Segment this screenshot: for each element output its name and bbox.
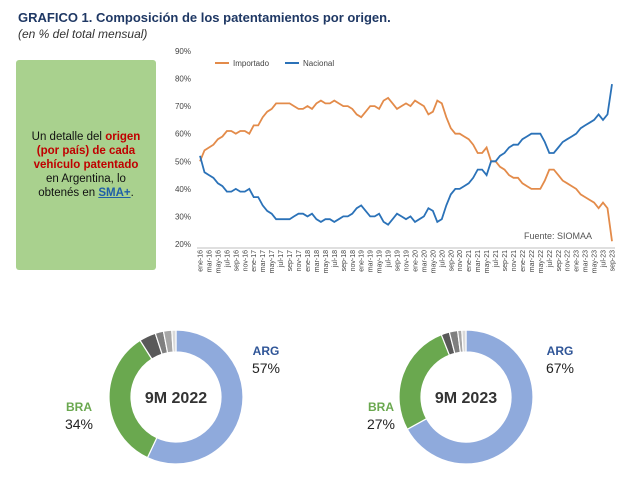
slice-label: ARG — [253, 344, 280, 358]
x-tick-label: sep-16 — [233, 250, 240, 272]
value-label: 27% — [367, 416, 395, 432]
x-tick-label: ene-20 — [412, 250, 419, 272]
value-label: 57% — [252, 360, 280, 376]
center-label: 9M 2022 — [145, 390, 207, 407]
x-tick-label: sep-19 — [395, 250, 402, 272]
x-tick-label: ene-16 — [198, 250, 205, 272]
x-tick-label: nov-20 — [457, 250, 464, 272]
x-tick-label: may-23 — [592, 250, 599, 273]
donut-slice — [146, 329, 244, 465]
x-tick-label: may-17 — [269, 250, 276, 273]
center-label: 9M 2023 — [435, 390, 497, 407]
x-tick-label: sep-21 — [502, 250, 509, 272]
x-tick-label: may-20 — [430, 250, 437, 273]
x-tick-label: jul-21 — [493, 250, 500, 268]
x-tick-label: mar-23 — [583, 250, 590, 272]
x-tick-label: mar-17 — [260, 250, 267, 272]
x-tick-label: jul-22 — [547, 250, 554, 268]
x-tick-label: ene-17 — [251, 250, 258, 272]
y-tick-label: 40% — [175, 185, 191, 194]
x-tick-label: may-19 — [377, 250, 384, 273]
x-tick-label: nov-21 — [511, 250, 518, 272]
x-tick-label: mar-22 — [529, 250, 536, 272]
x-tick-label: jul-23 — [601, 250, 608, 268]
x-tick-label: mar-21 — [475, 250, 482, 272]
x-tick-label: may-16 — [215, 250, 222, 273]
chart-subtitle: (en % del total mensual) — [18, 27, 147, 41]
x-tick-label: may-22 — [538, 250, 545, 273]
slice-label: BRA — [368, 400, 394, 414]
x-tick-label: nov-16 — [242, 250, 249, 272]
y-tick-label: 50% — [175, 157, 191, 166]
x-tick-label: jul-20 — [439, 250, 446, 268]
x-tick-label: mar-16 — [206, 250, 213, 272]
y-tick-label: 60% — [175, 130, 191, 139]
y-tick-label: 20% — [175, 240, 191, 249]
text: . — [130, 187, 134, 199]
x-tick-label: mar-19 — [368, 250, 375, 272]
x-tick-label: ene-21 — [466, 250, 473, 272]
x-tick-label: sep-17 — [287, 250, 294, 272]
link[interactable]: SMA+ — [98, 187, 131, 199]
chart-title: GRAFICO 1. Composición de los patentamie… — [18, 10, 391, 25]
slice-label: BRA — [66, 400, 92, 414]
legend-label: Importado — [233, 59, 270, 68]
text: Un detalle del — [31, 131, 106, 143]
x-tick-label: jul-18 — [332, 250, 339, 268]
value-label: 34% — [65, 416, 93, 432]
x-tick-label: sep-23 — [610, 250, 617, 272]
source: Fuente: SIOMAA — [524, 231, 592, 241]
value-label: 67% — [546, 360, 574, 376]
info-panel: Un detalle del origen (por país) de cada… — [16, 60, 156, 270]
x-tick-label: jul-16 — [224, 250, 231, 268]
highlight: origen (por país) de cada vehículo paten… — [33, 131, 141, 171]
x-tick-label: mar-20 — [421, 250, 428, 272]
x-tick-label: nov-18 — [350, 250, 357, 272]
x-tick-label: sep-18 — [341, 250, 348, 272]
x-tick-label: ene-23 — [574, 250, 581, 272]
line-series — [199, 96, 613, 242]
x-tick-label: ene-22 — [520, 250, 527, 272]
panel-text: Un detalle del origen (por país) de cada… — [26, 130, 146, 200]
donut-slice — [406, 329, 534, 465]
x-tick-label: jul-17 — [278, 250, 285, 268]
y-tick-label: 70% — [175, 102, 191, 111]
y-tick-label: 90% — [175, 47, 191, 56]
x-tick-label: nov-17 — [296, 250, 303, 272]
text: en Argentina, lo obtenés en — [38, 173, 126, 199]
line-series — [199, 83, 613, 226]
x-tick-label: jul-19 — [386, 250, 393, 268]
x-tick-label: mar-18 — [314, 250, 321, 272]
x-tick-label: sep-20 — [448, 250, 455, 272]
donut-slice — [461, 329, 467, 353]
x-tick-label: ene-18 — [305, 250, 312, 272]
slice-label: ARG — [547, 344, 574, 358]
donut-slice — [171, 329, 177, 353]
y-tick-label: 30% — [175, 212, 191, 221]
legend-label: Nacional — [303, 59, 334, 68]
x-tick-label: nov-19 — [404, 250, 411, 272]
x-tick-label: may-21 — [484, 250, 491, 273]
x-tick-label: nov-22 — [565, 250, 572, 272]
x-tick-label: sep-22 — [556, 250, 563, 272]
x-tick-label: may-18 — [323, 250, 330, 273]
donut-slice — [398, 333, 451, 431]
x-tick-label: ene-19 — [359, 250, 366, 272]
y-tick-label: 80% — [175, 75, 191, 84]
